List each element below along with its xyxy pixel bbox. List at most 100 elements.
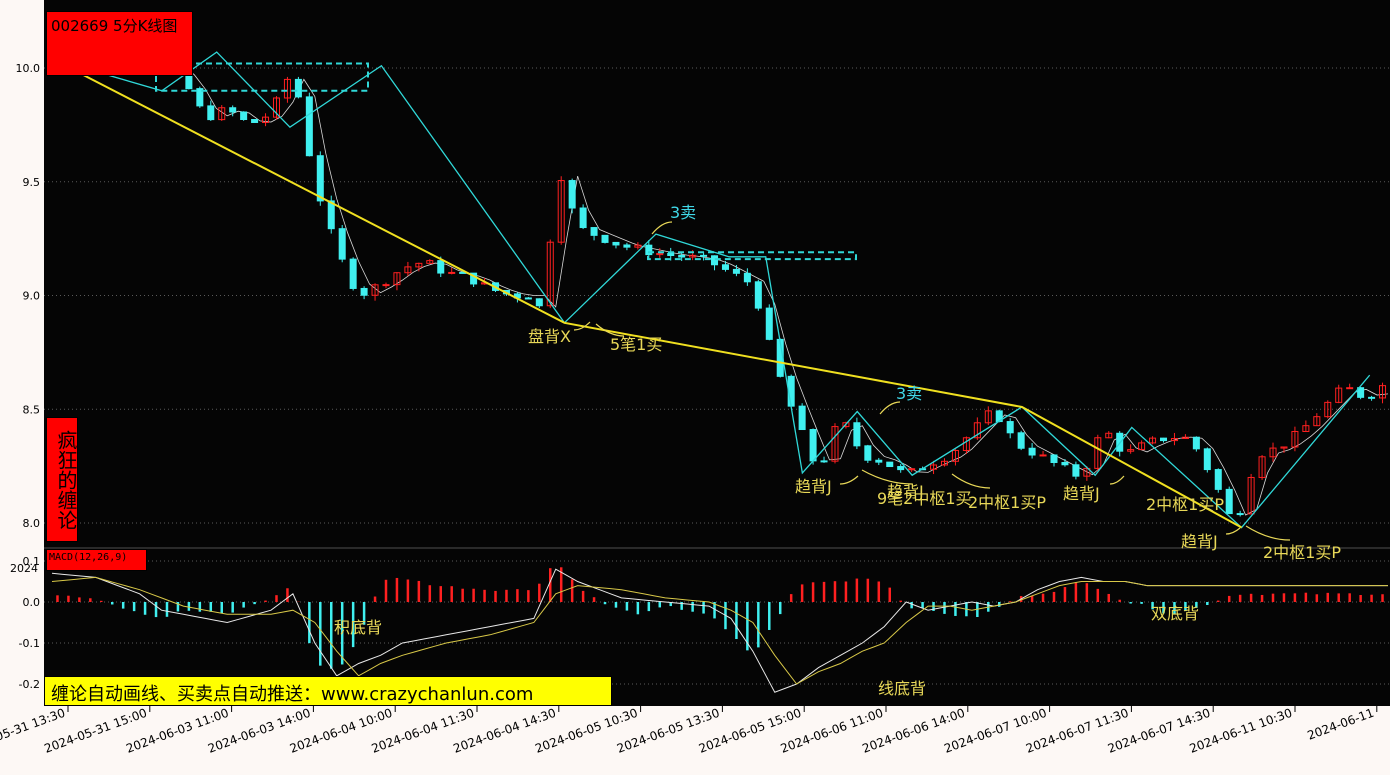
candle-up bbox=[382, 284, 390, 287]
candle-up bbox=[1313, 416, 1321, 427]
candle-up bbox=[1181, 436, 1189, 440]
macd-tick-label: 0.1 bbox=[23, 555, 41, 568]
promo-text: 缠论自动画线、买卖点自动推送：www.crazychanlun.com bbox=[51, 684, 534, 705]
candle-down bbox=[590, 227, 598, 236]
candle-down bbox=[524, 297, 532, 300]
candle-up bbox=[1258, 456, 1266, 478]
candle-down bbox=[886, 461, 894, 468]
candle-up bbox=[404, 266, 412, 274]
candle-down bbox=[535, 298, 543, 307]
signal-annotation[interactable]: 3卖 bbox=[896, 384, 922, 403]
signal-annotation[interactable]: 盘背X bbox=[528, 327, 571, 346]
candle-up bbox=[1170, 438, 1178, 442]
candle-down bbox=[1006, 421, 1014, 434]
candle-down bbox=[294, 78, 302, 98]
candle-down bbox=[853, 422, 861, 447]
candle-up bbox=[1083, 467, 1091, 477]
price-tick-label: 8.5 bbox=[23, 403, 41, 416]
candle-down bbox=[1203, 448, 1211, 471]
candle-up bbox=[218, 107, 226, 121]
candle-up bbox=[973, 422, 981, 439]
candle-down bbox=[820, 460, 828, 463]
candle-down bbox=[437, 260, 445, 274]
signal-annotation[interactable]: 趋背J bbox=[1063, 484, 1100, 503]
annotation-arrow bbox=[1109, 475, 1125, 485]
signal-annotation[interactable]: 趋背J bbox=[887, 482, 924, 501]
candle-up bbox=[930, 464, 938, 470]
candle-down bbox=[207, 105, 215, 121]
zhongshu-pivot-box[interactable] bbox=[155, 62, 369, 92]
candle-down bbox=[700, 254, 708, 257]
promo-banner[interactable]: 缠论自动画线、买卖点自动推送：www.crazychanlun.com bbox=[44, 676, 612, 706]
candle-up bbox=[1105, 432, 1113, 439]
candle-down bbox=[1357, 387, 1365, 398]
candle-down bbox=[612, 241, 620, 246]
moving-average-line bbox=[52, 54, 1389, 516]
x-tick-label: 2024-06-11 bbox=[1305, 706, 1375, 743]
candle-up bbox=[546, 241, 554, 307]
candle-up bbox=[689, 254, 697, 258]
macd-divergence-annotation[interactable]: 双底背 bbox=[1151, 604, 1199, 623]
macd-tick-label: -0.2 bbox=[19, 678, 40, 691]
signal-annotation[interactable]: 2中枢1买P bbox=[1146, 495, 1224, 514]
candle-down bbox=[196, 88, 204, 107]
candle-up bbox=[842, 422, 850, 428]
macd-tick-label: -0.1 bbox=[19, 637, 40, 650]
macd-divergence-annotation[interactable]: 积底背 bbox=[334, 618, 382, 637]
candle-up bbox=[656, 252, 664, 256]
candle-down bbox=[1028, 447, 1036, 456]
duan-segment-line bbox=[51, 58, 1243, 529]
price-tick-label: 10.0 bbox=[16, 62, 41, 75]
candle-down bbox=[875, 459, 883, 463]
macd-divergence-annotation[interactable]: 线底背 bbox=[878, 679, 926, 698]
candle-up bbox=[415, 262, 423, 268]
candle-up bbox=[557, 180, 565, 243]
chart-title: 002669 5分K线图 bbox=[51, 17, 178, 35]
candle-up bbox=[1247, 476, 1255, 515]
candle-down bbox=[798, 405, 806, 431]
candle-up bbox=[1094, 437, 1102, 469]
signal-annotation[interactable]: 9笔2中枢1买 bbox=[877, 489, 972, 508]
grid-lines bbox=[44, 67, 1390, 685]
candle-down bbox=[809, 429, 817, 462]
brand-vertical-label: 疯狂的缠论 bbox=[46, 417, 78, 542]
macd-indicator-label: MACD(12,26,9) bbox=[49, 552, 128, 563]
candle-down bbox=[305, 96, 313, 157]
candle-up bbox=[634, 244, 642, 248]
candle-up bbox=[1280, 446, 1288, 449]
annotation-arrow bbox=[595, 323, 625, 337]
candle-up bbox=[1269, 447, 1277, 458]
macd-indicator-box[interactable]: MACD(12,26,9) bbox=[46, 549, 147, 571]
candle-down bbox=[1192, 436, 1200, 450]
candle-up bbox=[371, 284, 379, 296]
candle-down bbox=[240, 111, 248, 121]
candle-down bbox=[1368, 396, 1376, 399]
chan-overlays bbox=[51, 51, 1371, 529]
price-tick-label: 9.0 bbox=[23, 290, 41, 303]
signal-annotation[interactable]: 趋背J bbox=[1181, 532, 1218, 551]
bi-stroke-line bbox=[51, 51, 1371, 529]
candle-down bbox=[645, 244, 653, 256]
signal-annotation[interactable]: 5笔1买 bbox=[610, 335, 662, 354]
candle-up bbox=[1335, 387, 1343, 403]
candle-up bbox=[1379, 385, 1387, 399]
price-tick-label: 8.0 bbox=[23, 517, 41, 530]
signal-annotation[interactable]: 2中枢1买P bbox=[1263, 543, 1341, 562]
annotation-arrow bbox=[879, 401, 901, 415]
candle-down bbox=[338, 228, 346, 260]
candle-down bbox=[754, 281, 762, 309]
candle-up bbox=[908, 468, 916, 471]
annotation-arrow bbox=[651, 221, 673, 235]
candle-down bbox=[732, 268, 740, 274]
zhongshu-pivot-box[interactable] bbox=[647, 251, 857, 261]
candle-up bbox=[940, 460, 949, 466]
signal-annotation[interactable]: 趋背J bbox=[795, 477, 832, 496]
candle-up bbox=[951, 449, 959, 462]
candle-down bbox=[1050, 454, 1058, 464]
signal-annotation[interactable]: 3卖 bbox=[670, 203, 696, 222]
candle-up bbox=[262, 116, 270, 123]
candle-up bbox=[831, 426, 839, 462]
signal-annotation[interactable]: 2中枢1买P bbox=[968, 493, 1046, 512]
